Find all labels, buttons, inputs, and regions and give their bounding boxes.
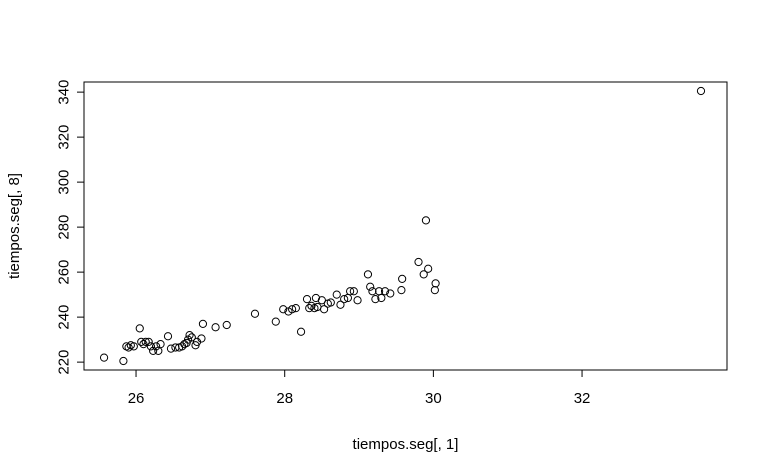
- data-point: [414, 257, 423, 267]
- data-point: [368, 287, 377, 296]
- y-tick-label: 280: [55, 215, 72, 240]
- data-point: [135, 324, 144, 333]
- data-point: [696, 86, 706, 96]
- data-point: [129, 342, 138, 351]
- data-point: [366, 282, 375, 291]
- data-point: [326, 298, 335, 307]
- data-point: [149, 346, 158, 355]
- data-point: [197, 334, 206, 343]
- data-point: [430, 286, 439, 295]
- data-point: [296, 327, 306, 336]
- data-point: [152, 342, 161, 351]
- data-point: [320, 305, 329, 314]
- data-point: [349, 287, 358, 296]
- data-point: [211, 323, 220, 332]
- y-axis-title: tiempos.seg[, 8]: [6, 173, 23, 279]
- data-point: [311, 293, 321, 303]
- y-tick-label: 240: [55, 305, 72, 330]
- data-point: [163, 332, 173, 341]
- data-point: [353, 296, 362, 305]
- data-point: [198, 319, 208, 328]
- y-axis: 220 240 260 280 300 320 340: [55, 80, 85, 375]
- data-point: [386, 289, 395, 298]
- plot-frame: [83, 81, 728, 371]
- x-tick-label: 26: [128, 390, 145, 407]
- data-point: [166, 344, 176, 353]
- data-point: [371, 295, 380, 304]
- data-point: [397, 286, 406, 295]
- data-point: [291, 304, 300, 313]
- data-point: [185, 331, 194, 340]
- data-point: [119, 356, 128, 366]
- data-point: [332, 290, 341, 299]
- x-tick-label: 30: [425, 390, 442, 407]
- y-tick-label: 260: [55, 260, 72, 285]
- x-tick-label: 32: [574, 390, 591, 407]
- data-point: [139, 340, 148, 349]
- data-point: [363, 270, 373, 279]
- data-point: [431, 279, 440, 288]
- y-tick-label: 340: [55, 80, 72, 105]
- data-point: [271, 317, 280, 326]
- data-point: [421, 216, 431, 225]
- data-point: [424, 264, 433, 273]
- y-tick-label: 220: [55, 350, 72, 375]
- data-point: [380, 287, 390, 296]
- y-tick-label: 320: [55, 125, 72, 150]
- x-tick-label: 28: [276, 390, 293, 407]
- y-tick-label: 300: [55, 170, 72, 195]
- data-point: [302, 295, 312, 304]
- data-point: [187, 333, 196, 342]
- data-point: [377, 293, 386, 303]
- data-point: [346, 287, 355, 296]
- data-point: [279, 305, 288, 314]
- data-point: [124, 343, 133, 352]
- data-point: [340, 295, 349, 304]
- data-point: [305, 304, 314, 313]
- data-point: [336, 300, 345, 309]
- data-point: [154, 346, 163, 355]
- x-axis: 26 28 30 32: [128, 369, 591, 407]
- data-point: [288, 305, 297, 314]
- data-point: [398, 274, 407, 283]
- data-point: [317, 296, 326, 305]
- data-point: [141, 337, 150, 346]
- data-point: [156, 340, 165, 349]
- data-point: [99, 353, 109, 362]
- data-point: [222, 320, 231, 330]
- x-axis-title: tiempos.seg[, 1]: [353, 436, 459, 453]
- data-point: [419, 270, 428, 279]
- data-point: [250, 309, 260, 318]
- data-points: [99, 86, 706, 366]
- data-point: [146, 342, 156, 351]
- data-point: [144, 337, 153, 346]
